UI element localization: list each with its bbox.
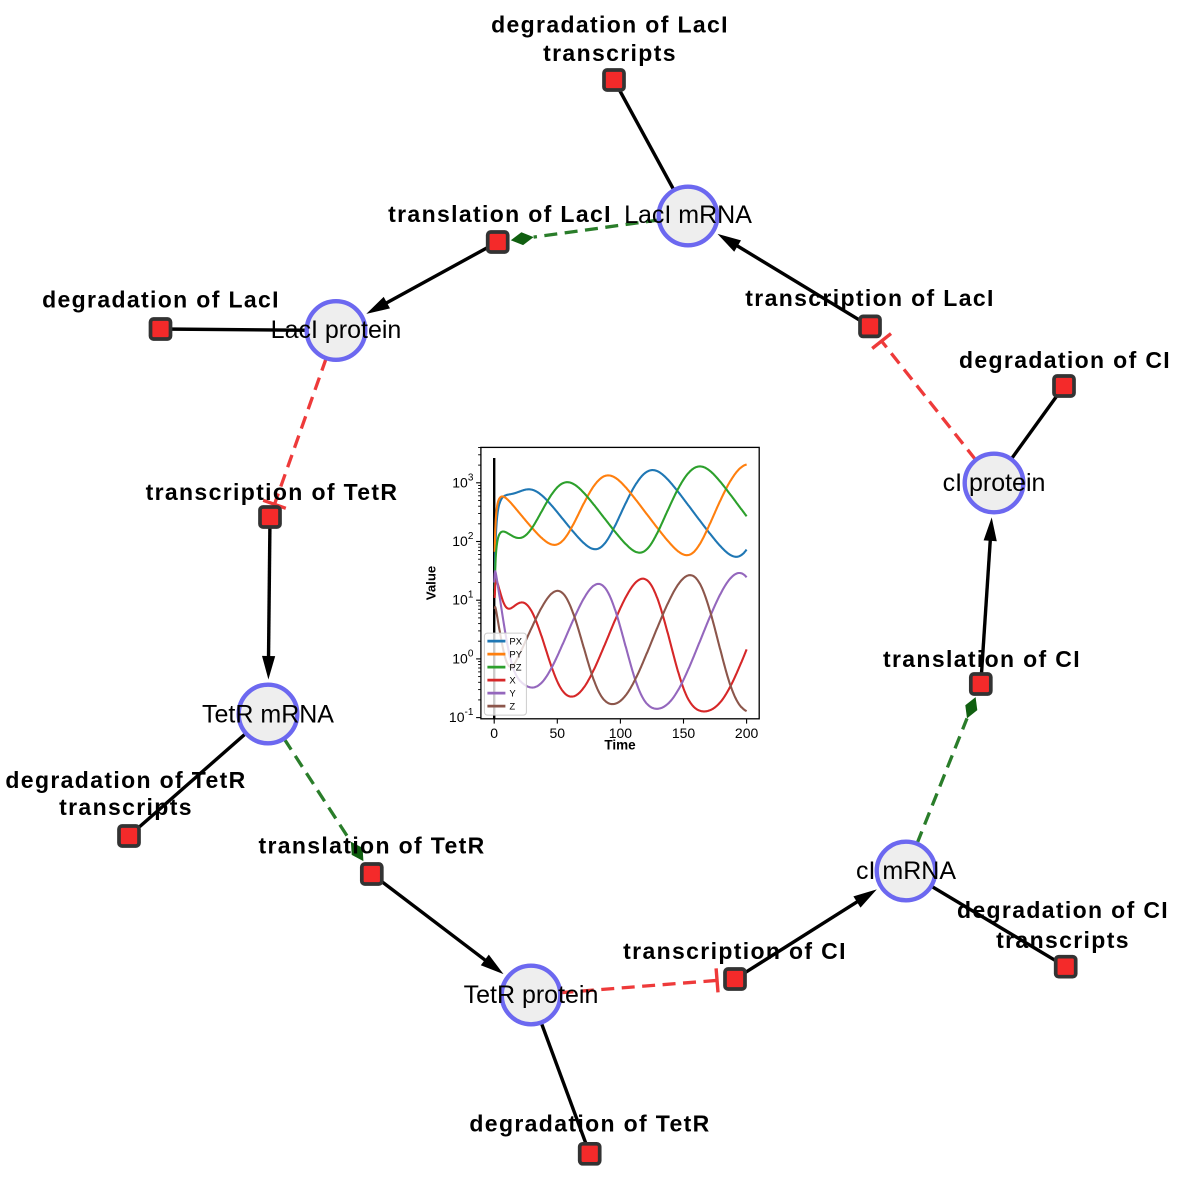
svg-text:Y: Y [509, 689, 516, 700]
svg-text:50: 50 [550, 725, 566, 741]
svg-text:102: 102 [452, 531, 474, 549]
svg-text:100: 100 [452, 648, 474, 666]
svg-text:translation of LacI: translation of LacI [388, 201, 612, 227]
svg-text:cI protein: cI protein [943, 469, 1046, 497]
svg-text:degradation of CI: degradation of CI [957, 897, 1169, 923]
svg-text:101: 101 [452, 590, 474, 608]
svg-text:10-1: 10-1 [449, 707, 474, 725]
svg-text:150: 150 [672, 725, 696, 741]
svg-text:translation of CI: translation of CI [883, 646, 1081, 672]
svg-text:degradation of LacI: degradation of LacI [42, 287, 280, 313]
svg-text:103: 103 [452, 472, 474, 490]
svg-text:transcripts: transcripts [996, 927, 1130, 953]
svg-text:TetR mRNA: TetR mRNA [202, 701, 334, 729]
svg-text:transcripts: transcripts [543, 40, 677, 66]
svg-text:TetR protein: TetR protein [464, 981, 599, 1009]
svg-text:transcription of CI: transcription of CI [623, 938, 847, 964]
svg-text:Value: Value [424, 566, 439, 600]
svg-text:Z: Z [509, 702, 515, 713]
svg-text:degradation of CI: degradation of CI [959, 347, 1171, 373]
svg-text:transcription of TetR: transcription of TetR [146, 479, 399, 505]
svg-text:0: 0 [490, 725, 498, 741]
svg-text:PX: PX [509, 637, 522, 648]
svg-text:transcripts: transcripts [59, 794, 193, 820]
svg-text:LacI mRNA: LacI mRNA [624, 201, 752, 229]
svg-text:transcription of LacI: transcription of LacI [745, 285, 994, 311]
svg-text:100: 100 [609, 725, 633, 741]
svg-text:200: 200 [735, 725, 759, 741]
svg-text:translation of TetR: translation of TetR [258, 833, 485, 859]
svg-text:cI mRNA: cI mRNA [856, 857, 956, 885]
svg-text:PZ: PZ [509, 663, 521, 674]
svg-text:X: X [509, 676, 516, 687]
svg-text:degradation of LacI: degradation of LacI [491, 11, 729, 37]
svg-text:LacI protein: LacI protein [271, 316, 402, 344]
svg-text:degradation of TetR: degradation of TetR [5, 767, 246, 793]
svg-text:PY: PY [509, 650, 522, 661]
svg-text:degradation of TetR: degradation of TetR [469, 1111, 710, 1137]
svg-text:Time: Time [604, 738, 636, 753]
